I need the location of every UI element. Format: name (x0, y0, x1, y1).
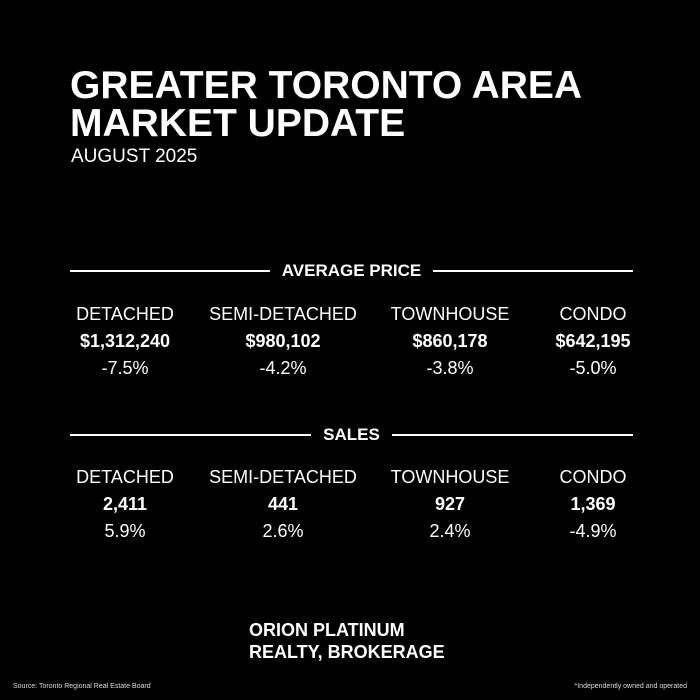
stat-value: $980,102 (245, 331, 321, 351)
brand-line-1: ORION PLATINUM (249, 620, 405, 640)
stat-label: TOWNHOUSE (390, 467, 510, 487)
stat-value: $860,178 (412, 331, 488, 351)
stat-label: SEMI-DETACHED (209, 304, 357, 324)
sales-stat-0: DETACHED 2,411 5.9% (40, 464, 210, 545)
stat-value: $642,195 (555, 331, 631, 351)
stat-value: 927 (434, 494, 466, 514)
stat-value: 441 (267, 494, 299, 514)
title-line-2: MARKET UPDATE (70, 102, 406, 145)
subtitle-date: AUGUST 2025 (71, 146, 198, 167)
average_price-stat-1: SEMI-DETACHED $980,102 -4.2% (198, 301, 368, 382)
sales-heading: SALES (70, 423, 633, 447)
divider (70, 270, 270, 272)
stat-change: -4.9% (569, 521, 617, 541)
average_price-stat-0: DETACHED $1,312,240 -7.5% (40, 301, 210, 382)
stat-change: 5.9% (104, 521, 146, 541)
stat-label: SEMI-DETACHED (209, 467, 357, 487)
stat-change: -5.0% (569, 358, 617, 378)
stat-change: -3.8% (426, 358, 474, 378)
sales-stat-2: TOWNHOUSE 927 2.4% (365, 464, 535, 545)
brand-line-2: REALTY, BROKERAGE (249, 642, 445, 662)
divider (391, 434, 633, 436)
divider (433, 270, 633, 272)
stat-label: TOWNHOUSE (390, 304, 510, 324)
brand-logo-text: ORION PLATINUM REALTY, BROKERAGE (249, 619, 445, 663)
stat-value: 2,411 (102, 494, 148, 514)
stat-change: -4.2% (259, 358, 307, 378)
stat-label: CONDO (559, 304, 627, 324)
title-line-1: GREATER TORONTO AREA (70, 64, 583, 107)
sales-stat-3: CONDO 1,369 -4.9% (508, 464, 678, 545)
stat-value: 1,369 (570, 494, 616, 514)
average-price-heading: AVERAGE PRICE (70, 259, 633, 283)
stat-label: DETACHED (76, 304, 174, 324)
section-title: SALES (323, 425, 380, 444)
average_price-stat-3: CONDO $642,195 -5.0% (508, 301, 678, 382)
sales-stat-1: SEMI-DETACHED 441 2.6% (198, 464, 368, 545)
average_price-stat-2: TOWNHOUSE $860,178 -3.8% (365, 301, 535, 382)
source-note: Source: Toronto Regional Real Estate Boa… (13, 683, 151, 690)
stat-label: DETACHED (76, 467, 174, 487)
stat-change: 2.6% (262, 521, 304, 541)
divider (70, 434, 312, 436)
stat-change: -7.5% (101, 358, 149, 378)
disclaimer-note: *Independently owned and operated (574, 683, 687, 690)
stat-change: 2.4% (429, 521, 471, 541)
stat-value: $1,312,240 (79, 331, 171, 351)
stat-label: CONDO (559, 467, 627, 487)
section-title: AVERAGE PRICE (281, 261, 422, 280)
